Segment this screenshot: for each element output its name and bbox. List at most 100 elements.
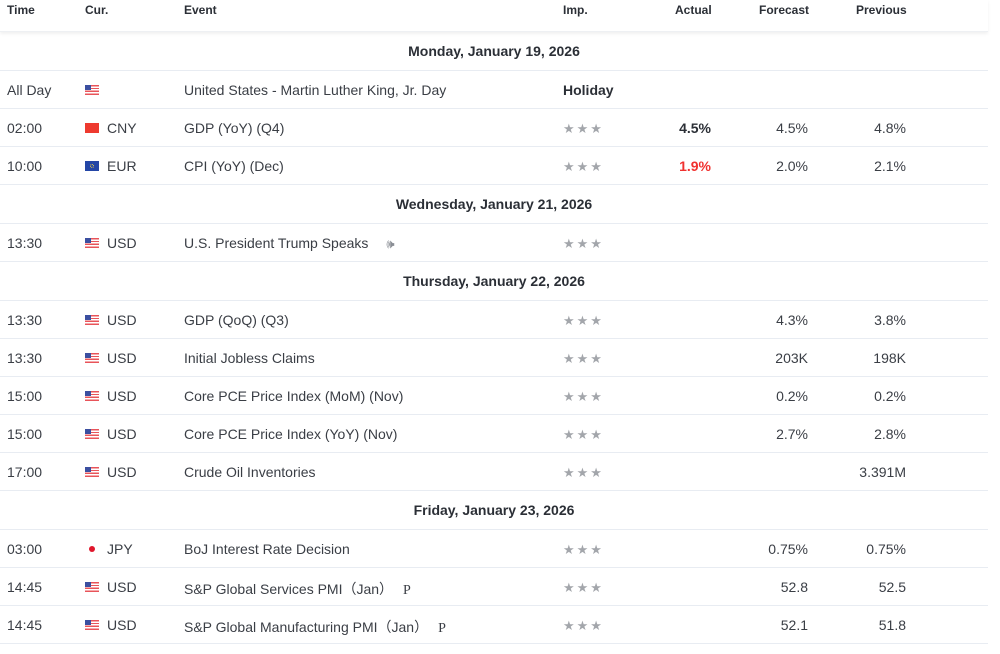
header-time[interactable]: Time	[7, 3, 35, 17]
table-row[interactable]: 13:30 USD U.S. President Trump Speaks 🕪︎ …	[0, 224, 988, 262]
event-name[interactable]: Core PCE Price Index (MoM) (Nov)	[184, 388, 404, 404]
importance-stars-icon: ★★★	[563, 465, 604, 480]
jp-flag-icon	[85, 544, 99, 554]
event-name-wrap[interactable]: S&P Global Manufacturing PMI（Jan） P	[184, 617, 446, 637]
event-name[interactable]: GDP (QoQ) (Q3)	[184, 312, 289, 328]
header-importance[interactable]: Imp.	[563, 3, 588, 17]
previous-value: 0.75%	[866, 541, 906, 557]
importance-stars-icon: ★★★	[563, 618, 604, 633]
importance-stars-icon: ★★★	[563, 389, 604, 404]
table-row[interactable]: 10:00 EUR CPI (YoY) (Dec) ★★★ 1.9% 2.0% …	[0, 147, 988, 185]
previous-value: 3.8%	[874, 312, 906, 328]
table-row[interactable]: 13:30 USD GDP (QoQ) (Q3) ★★★ 4.3% 3.8%	[0, 301, 988, 339]
actual-value: 1.9%	[679, 158, 711, 174]
previous-value: 2.8%	[874, 426, 906, 442]
event-time: 14:45	[7, 579, 43, 595]
event-name-wrap[interactable]: U.S. President Trump Speaks 🕪︎	[184, 235, 395, 252]
event-currency: EUR	[107, 158, 137, 174]
table-row[interactable]: 15:00 USD Core PCE Price Index (YoY) (No…	[0, 415, 988, 453]
table-row[interactable]: 13:30 USD Initial Jobless Claims ★★★ 203…	[0, 339, 988, 377]
event-currency: USD	[107, 388, 137, 404]
forecast-value: 203K	[775, 350, 808, 366]
event-time: 10:00	[7, 158, 43, 174]
table-row[interactable]: All Day United States - Martin Luther Ki…	[0, 71, 988, 109]
event-currency: USD	[107, 617, 137, 633]
forecast-value: 4.5%	[776, 120, 808, 136]
actual-value: 4.5%	[679, 120, 711, 136]
previous-value: 0.2%	[874, 388, 906, 404]
event-name[interactable]: S&P Global Services PMI（Jan）	[184, 581, 394, 597]
previous-value: 198K	[873, 350, 906, 366]
event-name[interactable]: CPI (YoY) (Dec)	[184, 158, 284, 174]
event-name[interactable]: Core PCE Price Index (YoY) (Nov)	[184, 426, 398, 442]
date-label: Thursday, January 22, 2026	[403, 273, 585, 289]
event-currency: USD	[107, 426, 137, 442]
header-currency[interactable]: Cur.	[85, 3, 109, 17]
table-row[interactable]: 14:45 USD S&P Global Services PMI（Jan） P …	[0, 568, 988, 606]
date-separator: Thursday, January 22, 2026	[0, 262, 988, 301]
us-flag-icon	[85, 238, 99, 248]
header-previous[interactable]: Previous	[856, 3, 907, 17]
event-time: All Day	[7, 82, 52, 98]
event-time: 02:00	[7, 120, 43, 136]
event-name[interactable]: United States - Martin Luther King, Jr. …	[184, 82, 447, 98]
event-currency: USD	[107, 312, 137, 328]
preliminary-badge: P	[438, 621, 446, 636]
previous-value: 3.391M	[859, 464, 906, 480]
table-row[interactable]: 14:45 USD S&P Global Manufacturing PMI（J…	[0, 606, 988, 644]
importance-stars-icon: ★★★	[563, 236, 604, 251]
us-flag-icon	[85, 391, 99, 401]
us-flag-icon	[85, 429, 99, 439]
date-label: Monday, January 19, 2026	[408, 43, 580, 59]
event-name[interactable]: S&P Global Manufacturing PMI（Jan）	[184, 619, 429, 635]
event-name[interactable]: GDP (YoY) (Q4)	[184, 120, 285, 136]
previous-value: 51.8	[878, 617, 906, 633]
table-header: Time Cur. Event Imp. Actual Forecast Pre…	[0, 0, 988, 32]
cn-flag-icon	[85, 123, 99, 133]
forecast-value: 4.3%	[776, 312, 808, 328]
us-flag-icon	[85, 315, 99, 325]
event-currency: USD	[107, 235, 137, 251]
importance-stars-icon: ★★★	[563, 351, 604, 366]
event-time: 03:00	[7, 541, 43, 557]
date-separator: Friday, January 23, 2026	[0, 491, 988, 530]
preliminary-badge: P	[403, 583, 411, 598]
importance-stars-icon: ★★★	[563, 159, 604, 174]
header-forecast[interactable]: Forecast	[759, 3, 810, 17]
event-time: 14:45	[7, 617, 43, 633]
event-name[interactable]: BoJ Interest Rate Decision	[184, 541, 350, 557]
event-currency: CNY	[107, 120, 137, 136]
forecast-value: 2.7%	[776, 426, 808, 442]
header-actual[interactable]: Actual	[675, 3, 712, 17]
event-name[interactable]: Crude Oil Inventories	[184, 464, 316, 480]
table-row[interactable]: 02:00 CNY GDP (YoY) (Q4) ★★★ 4.5% 4.5% 4…	[0, 109, 988, 147]
event-name-wrap[interactable]: S&P Global Services PMI（Jan） P	[184, 579, 411, 599]
event-time: 15:00	[7, 426, 43, 442]
date-label: Wednesday, January 21, 2026	[395, 196, 593, 212]
table-row[interactable]: 17:00 USD Crude Oil Inventories ★★★ 3.39…	[0, 453, 988, 491]
event-time: 13:30	[7, 235, 43, 251]
previous-value: 52.5	[878, 579, 906, 595]
event-name[interactable]: Initial Jobless Claims	[184, 350, 315, 366]
economic-calendar-table: Time Cur. Event Imp. Actual Forecast Pre…	[0, 0, 988, 644]
importance-stars-icon: ★★★	[563, 121, 604, 136]
importance-stars-icon: ★★★	[563, 313, 604, 328]
date-label: Friday, January 23, 2026	[413, 502, 575, 518]
forecast-value: 0.75%	[768, 541, 808, 557]
us-flag-icon	[85, 582, 99, 592]
event-currency: USD	[107, 464, 137, 480]
forecast-value: 52.8	[780, 579, 808, 595]
us-flag-icon	[85, 353, 99, 363]
date-separator: Monday, January 19, 2026	[0, 32, 988, 71]
sound-icon[interactable]: 🕪︎	[386, 236, 395, 251]
eu-flag-icon	[85, 161, 99, 171]
event-name[interactable]: U.S. President Trump Speaks	[184, 235, 369, 251]
previous-value: 2.1%	[874, 158, 906, 174]
event-currency: USD	[107, 579, 137, 595]
event-time: 13:30	[7, 350, 43, 366]
header-event[interactable]: Event	[184, 3, 217, 17]
table-row[interactable]: 03:00 JPY BoJ Interest Rate Decision ★★★…	[0, 530, 988, 568]
date-separator: Wednesday, January 21, 2026	[0, 185, 988, 224]
event-currency: JPY	[107, 541, 133, 557]
table-row[interactable]: 15:00 USD Core PCE Price Index (MoM) (No…	[0, 377, 988, 415]
